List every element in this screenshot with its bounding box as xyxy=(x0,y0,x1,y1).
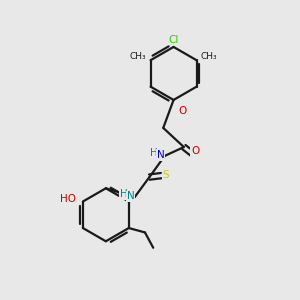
Text: H: H xyxy=(120,189,128,199)
Text: S: S xyxy=(162,170,169,180)
Text: CH₃: CH₃ xyxy=(130,52,147,61)
Text: CH₃: CH₃ xyxy=(201,52,217,61)
Text: HO: HO xyxy=(60,194,76,204)
Text: Cl: Cl xyxy=(168,34,179,45)
Text: O: O xyxy=(191,146,199,157)
Text: N: N xyxy=(157,150,164,160)
Text: N: N xyxy=(127,191,134,201)
Text: H: H xyxy=(150,148,158,158)
Text: O: O xyxy=(179,106,187,116)
